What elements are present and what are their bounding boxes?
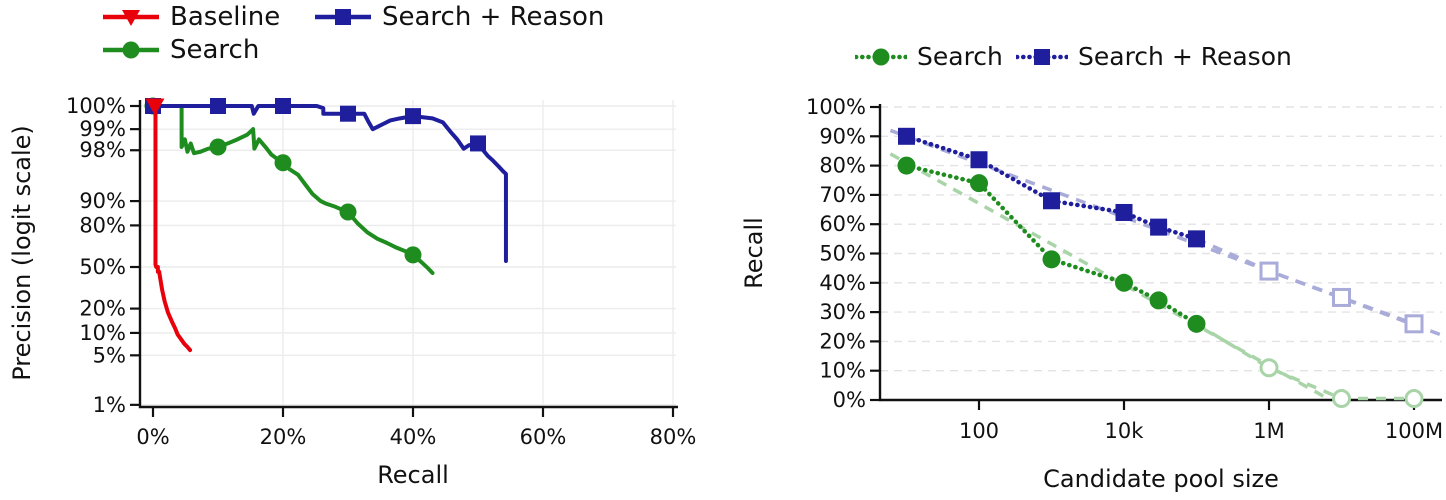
svg-text:0%: 0% [833, 388, 866, 412]
series-baseline [145, 98, 193, 353]
svg-text:1M: 1M [1253, 419, 1284, 443]
y-axis-label: Precision (logit scale) [8, 125, 36, 381]
svg-text:40%: 40% [819, 271, 866, 295]
svg-text:100%: 100% [806, 95, 866, 119]
legend-item-search-right: Search [855, 42, 1003, 71]
svg-text:10%: 10% [819, 359, 866, 383]
series-search [897, 156, 1424, 409]
legend-item-search-reason-left: Search + Reason [314, 2, 604, 32]
y-axis-label: Recall [740, 217, 768, 289]
search-circle-marker-icon [855, 48, 907, 65]
svg-text:0%: 0% [136, 425, 169, 449]
axes: 100%99%98%90%80%50%20%10%5%1%0% 20% 40% 60%… [8, 94, 696, 489]
legend-label-search-reason: Search + Reason [382, 2, 605, 32]
svg-text:90%: 90% [79, 189, 126, 213]
svg-text:1%: 1% [93, 393, 126, 417]
svg-text:100M: 100M [1385, 419, 1443, 443]
svg-text:100: 100 [959, 419, 999, 443]
legend-label-search: Search [170, 35, 260, 65]
svg-text:60%: 60% [819, 212, 866, 236]
legend-item-baseline: Baseline [102, 2, 280, 32]
gridlines [140, 100, 676, 407]
svg-text:80%: 80% [79, 213, 126, 237]
svg-text:80%: 80% [819, 154, 866, 178]
gridlines [880, 106, 1442, 372]
svg-text:99%: 99% [79, 117, 126, 141]
svg-text:80%: 80% [650, 425, 697, 449]
baseline-triangle-marker-icon [103, 10, 159, 26]
svg-text:10%: 10% [79, 321, 126, 345]
search-reason-square-marker-icon [1016, 48, 1068, 65]
svg-text:50%: 50% [819, 242, 866, 266]
svg-text:100%: 100% [66, 94, 126, 118]
precision-recall-plot: 100%99%98%90%80%50%20%10%5%1%0% 20% 40% 60%… [8, 94, 696, 489]
svg-text:60%: 60% [520, 425, 567, 449]
legend-item-search-reason-right: Search + Reason [1016, 42, 1292, 71]
recall-vs-pool-plot: 100% 90% 80% 70% 60% 50% 40% 30% 20% 10% 0% 100 10k 1… [740, 95, 1443, 493]
svg-text:20%: 20% [79, 297, 126, 321]
svg-text:90%: 90% [819, 124, 866, 148]
svg-text:20%: 20% [819, 329, 866, 353]
svg-text:10k: 10k [1105, 419, 1145, 443]
series-search-reason [145, 98, 508, 263]
axes: 100% 90% 80% 70% 60% 50% 40% 30% 20% 10% 0% 100 10k 1… [740, 95, 1443, 493]
search-circle-marker-icon [103, 41, 159, 59]
x-axis-label: Candidate pool size [1043, 465, 1279, 493]
legend-item-search-left: Search [102, 35, 259, 65]
trend-lines [889, 128, 1442, 401]
svg-text:5%: 5% [93, 343, 126, 367]
legend-label-baseline: Baseline [170, 2, 281, 32]
legend-label-search: Search [917, 42, 1003, 71]
x-axis-label: Recall [377, 461, 449, 489]
svg-text:70%: 70% [819, 183, 866, 207]
svg-text:50%: 50% [79, 255, 126, 279]
series-search [144, 97, 435, 276]
legend-label-search-reason: Search + Reason [1078, 42, 1292, 71]
series-search-reason [898, 127, 1424, 334]
svg-text:98%: 98% [79, 138, 126, 162]
svg-text:30%: 30% [819, 300, 866, 324]
svg-text:40%: 40% [390, 425, 437, 449]
svg-text:20%: 20% [260, 425, 307, 449]
search-reason-square-marker-icon [315, 9, 371, 25]
